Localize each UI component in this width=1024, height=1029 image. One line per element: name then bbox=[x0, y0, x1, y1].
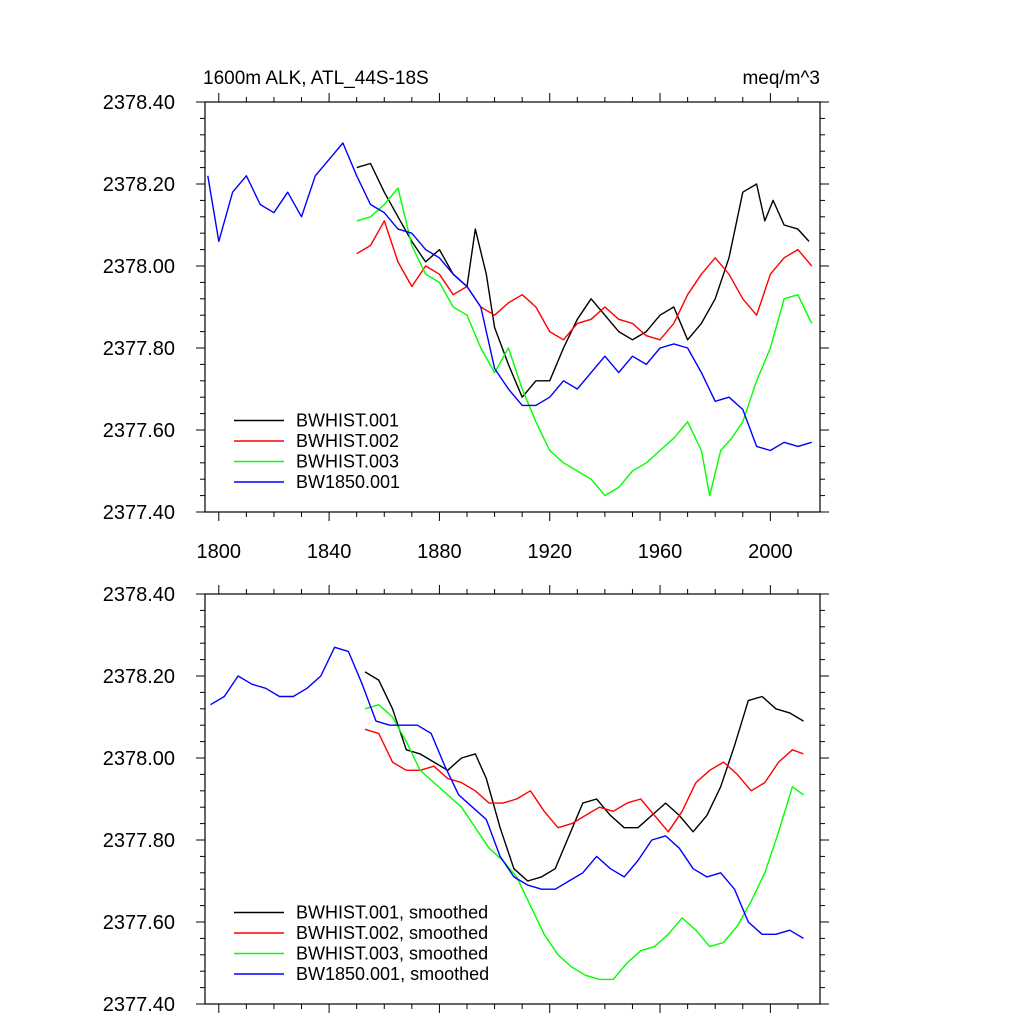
legend-label-0: BWHIST.001, smoothed bbox=[296, 903, 488, 923]
y-tick-label: 2378.00 bbox=[103, 748, 175, 770]
legend-label-2: BWHIST.003, smoothed bbox=[296, 944, 488, 964]
chart-title: 1600m ALK, ATL_44S-18S bbox=[203, 68, 429, 89]
series-line-0 bbox=[356, 162, 810, 398]
y-tick-label: 2377.60 bbox=[103, 912, 175, 934]
series-line-0 bbox=[364, 671, 804, 882]
legend-label-3: BW1850.001, smoothed bbox=[296, 964, 489, 984]
y-tick-label: 2378.20 bbox=[103, 666, 175, 688]
series-line-2 bbox=[356, 187, 813, 497]
y-tick-label: 2378.20 bbox=[103, 174, 175, 196]
top-panel: 2377.40 2377.60 2377.80 2378.00 2378.20 2378.… bbox=[103, 68, 829, 563]
y-tick-label: 2377.60 bbox=[103, 420, 175, 442]
chart-units: meq/m^3 bbox=[742, 68, 820, 89]
x-tick-label: 1920 bbox=[527, 541, 572, 563]
y-tick-label: 2377.40 bbox=[103, 994, 175, 1016]
x-tick-label: 1800 bbox=[197, 541, 242, 563]
legend-label-2: BWHIST.003 bbox=[296, 452, 399, 472]
y-tick-label: 2378.40 bbox=[103, 584, 175, 606]
series-line-2 bbox=[364, 704, 804, 981]
bottom-panel: 2377.40 2377.60 2377.80 2378.00 2378.20 2378.… bbox=[103, 584, 829, 1016]
legend-label-1: BWHIST.002 bbox=[296, 431, 399, 451]
series-line-3 bbox=[207, 142, 812, 452]
y-tick-label: 2378.40 bbox=[103, 92, 175, 114]
legend-label-0: BWHIST.001 bbox=[296, 411, 399, 431]
x-tick-label: 1880 bbox=[417, 541, 462, 563]
y-tick-label: 2378.00 bbox=[103, 256, 175, 278]
plot-frame bbox=[204, 593, 821, 1005]
legend-label-3: BW1850.001 bbox=[296, 472, 400, 492]
series-line-1 bbox=[364, 728, 804, 833]
series-line-1 bbox=[356, 220, 813, 341]
y-tick-label: 2377.80 bbox=[103, 830, 175, 852]
legend-label-1: BWHIST.002, smoothed bbox=[296, 923, 488, 943]
plot-frame bbox=[204, 101, 821, 513]
x-tick-label: 2000 bbox=[748, 541, 793, 563]
x-tick-label: 1840 bbox=[307, 541, 352, 563]
x-tick-label: 1960 bbox=[638, 541, 683, 563]
y-tick-label: 2377.80 bbox=[103, 338, 175, 360]
y-tick-label: 2377.40 bbox=[103, 502, 175, 524]
series-line-3 bbox=[210, 646, 804, 940]
